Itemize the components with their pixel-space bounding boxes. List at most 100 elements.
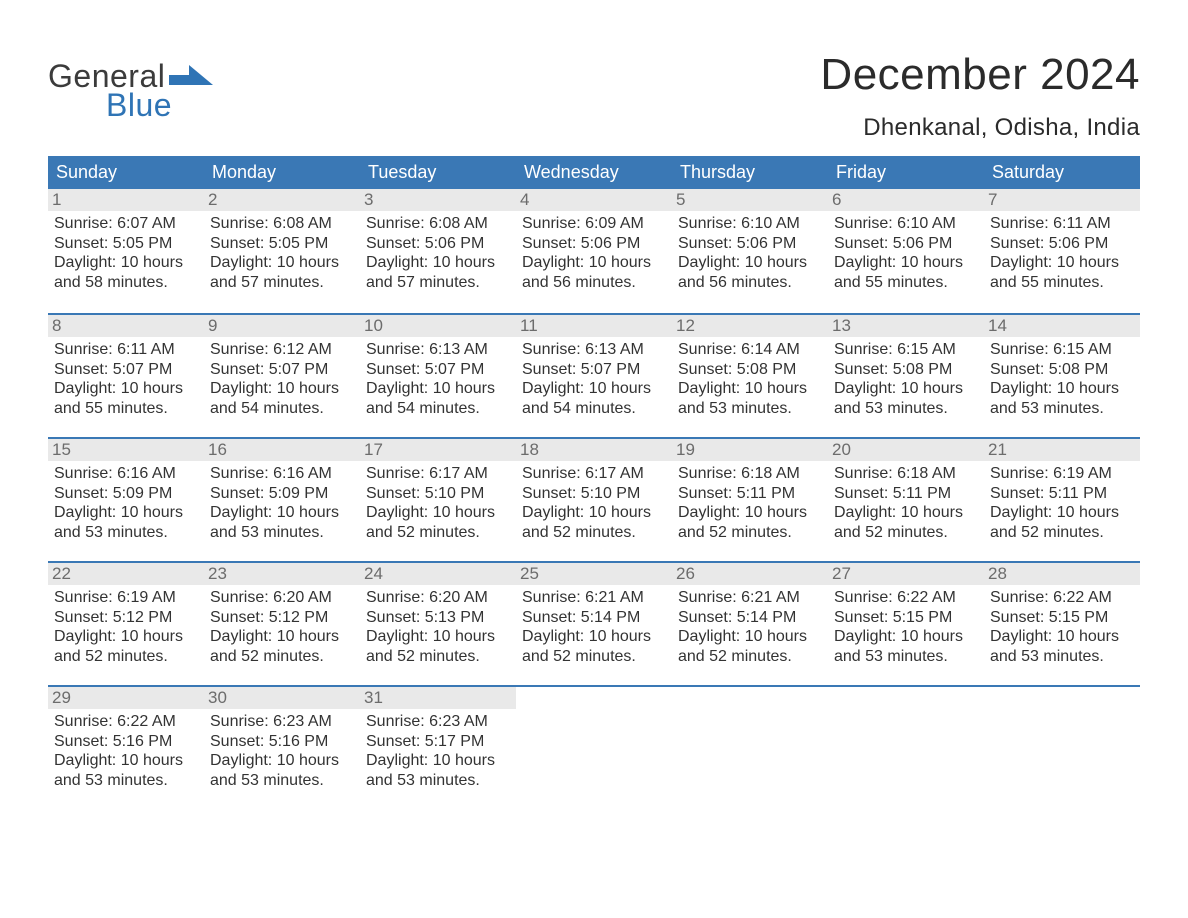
- daylight-line-2: and 56 minutes.: [678, 273, 822, 293]
- daylight-line-2: and 52 minutes.: [366, 523, 510, 543]
- daylight-line-2: and 53 minutes.: [834, 647, 978, 667]
- month-title: December 2024: [820, 50, 1140, 100]
- sunrise-line: Sunrise: 6:15 AM: [834, 340, 978, 360]
- sunset-line: Sunset: 5:15 PM: [834, 608, 978, 628]
- daylight-line-1: Daylight: 10 hours: [54, 751, 198, 771]
- daylight-line-2: and 54 minutes.: [210, 399, 354, 419]
- daylight-line-2: and 53 minutes.: [210, 523, 354, 543]
- day-number: 12: [672, 315, 828, 337]
- sunset-line: Sunset: 5:14 PM: [678, 608, 822, 628]
- sunset-line: Sunset: 5:10 PM: [522, 484, 666, 504]
- sunrise-line: Sunrise: 6:08 AM: [366, 214, 510, 234]
- sunrise-line: Sunrise: 6:09 AM: [522, 214, 666, 234]
- daylight-line-2: and 52 minutes.: [678, 647, 822, 667]
- day-number: 15: [48, 439, 204, 461]
- sunset-line: Sunset: 5:15 PM: [990, 608, 1134, 628]
- day-number: 19: [672, 439, 828, 461]
- calendar-cell: 10Sunrise: 6:13 AMSunset: 5:07 PMDayligh…: [360, 315, 516, 437]
- day-details: Sunrise: 6:11 AMSunset: 5:07 PMDaylight:…: [52, 337, 200, 418]
- day-number: 2: [204, 189, 360, 211]
- sunset-line: Sunset: 5:08 PM: [990, 360, 1134, 380]
- sunset-line: Sunset: 5:07 PM: [522, 360, 666, 380]
- calendar-cell: [672, 687, 828, 809]
- sunrise-line: Sunrise: 6:17 AM: [522, 464, 666, 484]
- daylight-line-2: and 52 minutes.: [834, 523, 978, 543]
- day-number: 24: [360, 563, 516, 585]
- sunrise-line: Sunrise: 6:11 AM: [990, 214, 1134, 234]
- sunset-line: Sunset: 5:06 PM: [990, 234, 1134, 254]
- calendar-cell: 22Sunrise: 6:19 AMSunset: 5:12 PMDayligh…: [48, 563, 204, 685]
- daylight-line-1: Daylight: 10 hours: [54, 503, 198, 523]
- daylight-line-2: and 52 minutes.: [210, 647, 354, 667]
- daylight-line-2: and 53 minutes.: [210, 771, 354, 791]
- sunset-line: Sunset: 5:17 PM: [366, 732, 510, 752]
- day-details: Sunrise: 6:19 AMSunset: 5:11 PMDaylight:…: [988, 461, 1136, 542]
- sunrise-line: Sunrise: 6:11 AM: [54, 340, 198, 360]
- day-number: 5: [672, 189, 828, 211]
- sunset-line: Sunset: 5:16 PM: [54, 732, 198, 752]
- daylight-line-1: Daylight: 10 hours: [990, 627, 1134, 647]
- daylight-line-1: Daylight: 10 hours: [366, 253, 510, 273]
- day-details: Sunrise: 6:21 AMSunset: 5:14 PMDaylight:…: [676, 585, 824, 666]
- day-details: Sunrise: 6:13 AMSunset: 5:07 PMDaylight:…: [364, 337, 512, 418]
- day-number: 27: [828, 563, 984, 585]
- daylight-line-2: and 54 minutes.: [522, 399, 666, 419]
- day-number: 9: [204, 315, 360, 337]
- calendar-cell: 16Sunrise: 6:16 AMSunset: 5:09 PMDayligh…: [204, 439, 360, 561]
- calendar-cell: 3Sunrise: 6:08 AMSunset: 5:06 PMDaylight…: [360, 189, 516, 313]
- calendar-cell: 1Sunrise: 6:07 AMSunset: 5:05 PMDaylight…: [48, 189, 204, 313]
- daylight-line-1: Daylight: 10 hours: [678, 627, 822, 647]
- daylight-line-2: and 52 minutes.: [522, 523, 666, 543]
- sunrise-line: Sunrise: 6:20 AM: [210, 588, 354, 608]
- daylight-line-2: and 55 minutes.: [834, 273, 978, 293]
- sunrise-line: Sunrise: 6:10 AM: [834, 214, 978, 234]
- daylight-line-1: Daylight: 10 hours: [366, 503, 510, 523]
- day-header-wednesday: Wednesday: [516, 156, 672, 189]
- calendar-cell: [984, 687, 1140, 809]
- sunset-line: Sunset: 5:10 PM: [366, 484, 510, 504]
- daylight-line-2: and 54 minutes.: [366, 399, 510, 419]
- daylight-line-2: and 57 minutes.: [366, 273, 510, 293]
- calendar-cell: 19Sunrise: 6:18 AMSunset: 5:11 PMDayligh…: [672, 439, 828, 561]
- sunrise-line: Sunrise: 6:21 AM: [522, 588, 666, 608]
- sunrise-line: Sunrise: 6:13 AM: [522, 340, 666, 360]
- header-row: General Blue December 2024 Dhenkanal, Od…: [48, 50, 1140, 142]
- day-details: Sunrise: 6:08 AMSunset: 5:05 PMDaylight:…: [208, 211, 356, 292]
- daylight-line-1: Daylight: 10 hours: [834, 253, 978, 273]
- sunrise-line: Sunrise: 6:22 AM: [990, 588, 1134, 608]
- day-details: Sunrise: 6:13 AMSunset: 5:07 PMDaylight:…: [520, 337, 668, 418]
- calendar-cell: 2Sunrise: 6:08 AMSunset: 5:05 PMDaylight…: [204, 189, 360, 313]
- day-number: 26: [672, 563, 828, 585]
- day-number: 3: [360, 189, 516, 211]
- calendar-cell: 9Sunrise: 6:12 AMSunset: 5:07 PMDaylight…: [204, 315, 360, 437]
- daylight-line-1: Daylight: 10 hours: [990, 253, 1134, 273]
- day-details: Sunrise: 6:22 AMSunset: 5:15 PMDaylight:…: [832, 585, 980, 666]
- day-number: 4: [516, 189, 672, 211]
- day-details: Sunrise: 6:10 AMSunset: 5:06 PMDaylight:…: [676, 211, 824, 292]
- daylight-line-1: Daylight: 10 hours: [366, 751, 510, 771]
- sunrise-line: Sunrise: 6:23 AM: [366, 712, 510, 732]
- day-details: Sunrise: 6:12 AMSunset: 5:07 PMDaylight:…: [208, 337, 356, 418]
- daylight-line-2: and 58 minutes.: [54, 273, 198, 293]
- calendar-week: 8Sunrise: 6:11 AMSunset: 5:07 PMDaylight…: [48, 313, 1140, 437]
- day-number: 31: [360, 687, 516, 709]
- daylight-line-1: Daylight: 10 hours: [678, 379, 822, 399]
- day-details: Sunrise: 6:15 AMSunset: 5:08 PMDaylight:…: [832, 337, 980, 418]
- calendar-cell: 7Sunrise: 6:11 AMSunset: 5:06 PMDaylight…: [984, 189, 1140, 313]
- daylight-line-1: Daylight: 10 hours: [834, 627, 978, 647]
- daylight-line-2: and 52 minutes.: [522, 647, 666, 667]
- calendar-cell: 28Sunrise: 6:22 AMSunset: 5:15 PMDayligh…: [984, 563, 1140, 685]
- sunset-line: Sunset: 5:09 PM: [54, 484, 198, 504]
- daylight-line-1: Daylight: 10 hours: [678, 503, 822, 523]
- calendar-cell: 17Sunrise: 6:17 AMSunset: 5:10 PMDayligh…: [360, 439, 516, 561]
- daylight-line-1: Daylight: 10 hours: [366, 379, 510, 399]
- weeks-container: 1Sunrise: 6:07 AMSunset: 5:05 PMDaylight…: [48, 189, 1140, 809]
- day-number: 1: [48, 189, 204, 211]
- sunset-line: Sunset: 5:16 PM: [210, 732, 354, 752]
- day-number: 11: [516, 315, 672, 337]
- sunrise-line: Sunrise: 6:16 AM: [210, 464, 354, 484]
- calendar-cell: 23Sunrise: 6:20 AMSunset: 5:12 PMDayligh…: [204, 563, 360, 685]
- sunrise-line: Sunrise: 6:21 AM: [678, 588, 822, 608]
- daylight-line-2: and 55 minutes.: [54, 399, 198, 419]
- day-header-sunday: Sunday: [48, 156, 204, 189]
